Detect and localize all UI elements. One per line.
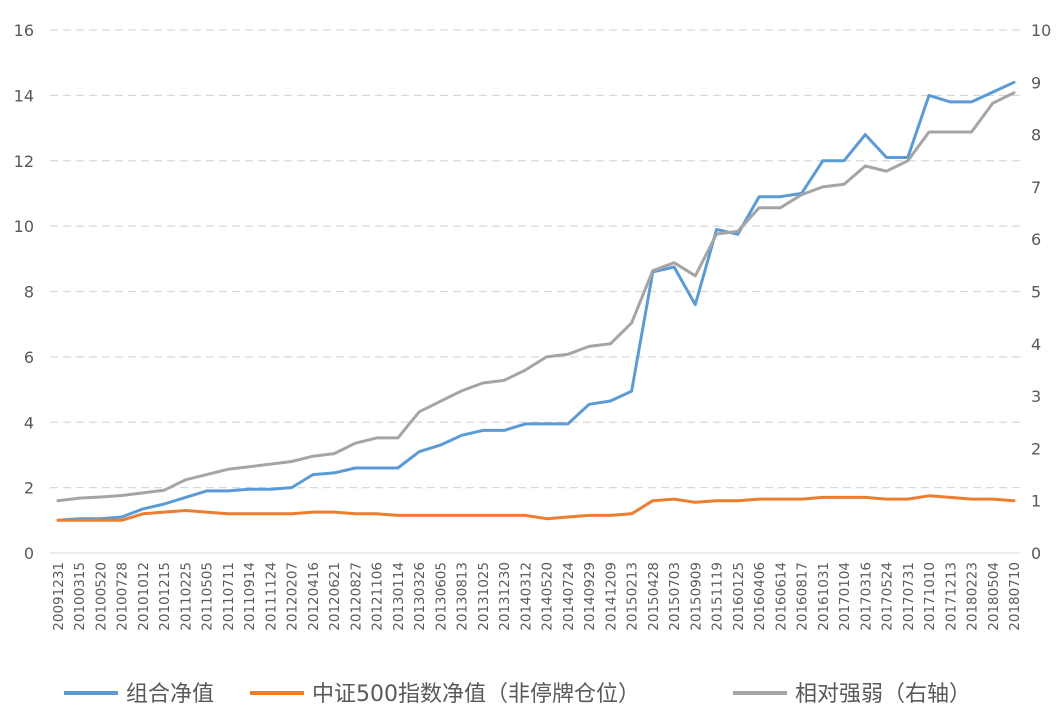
y-tick-right: 1 bbox=[1031, 492, 1041, 511]
x-tick-label: 20120621 bbox=[327, 562, 343, 631]
y-tick-right: 10 bbox=[1031, 21, 1051, 40]
x-tick-label: 20130326 bbox=[412, 562, 428, 631]
x-tick-label: 20110505 bbox=[200, 562, 216, 631]
y-tick-right: 5 bbox=[1031, 283, 1041, 302]
y-tick-right: 3 bbox=[1031, 387, 1041, 406]
y-tick-right: 8 bbox=[1031, 126, 1041, 145]
x-tick-label: 20161031 bbox=[816, 562, 832, 631]
y-tick-left: 2 bbox=[24, 479, 34, 498]
x-tick-label: 20150703 bbox=[667, 562, 683, 631]
x-tick-label: 20180710 bbox=[1007, 562, 1023, 631]
x-tick-label: 20130605 bbox=[433, 562, 449, 631]
x-tick-label: 20100728 bbox=[115, 562, 131, 631]
x-tick-label: 20131230 bbox=[497, 562, 513, 631]
x-tick-label: 20130114 bbox=[391, 562, 407, 631]
x-tick-label: 20180223 bbox=[965, 562, 981, 631]
y-tick-left: 10 bbox=[14, 217, 34, 236]
y-tick-left: 16 bbox=[14, 21, 34, 40]
x-tick-label: 20170316 bbox=[858, 562, 874, 631]
x-tick-label: 20140724 bbox=[561, 562, 577, 631]
y-tick-left: 8 bbox=[24, 283, 34, 302]
y-tick-right: 9 bbox=[1031, 73, 1041, 92]
x-tick-label: 20111124 bbox=[263, 562, 279, 631]
x-tick-label: 20160125 bbox=[731, 562, 747, 631]
series-line-0 bbox=[56, 80, 1016, 522]
x-tick-label: 20120827 bbox=[348, 562, 364, 631]
y-tick-left: 0 bbox=[24, 544, 34, 563]
x-tick-label: 20120416 bbox=[306, 562, 322, 631]
x-tick-label: 20121106 bbox=[370, 562, 386, 631]
y-tick-left: 6 bbox=[24, 348, 34, 367]
x-tick-label: 20150213 bbox=[625, 562, 641, 631]
y-tick-left: 12 bbox=[14, 152, 34, 171]
y-tick-right: 2 bbox=[1031, 439, 1041, 458]
x-tick-label: 20131025 bbox=[476, 562, 492, 631]
x-tick-label: 20101012 bbox=[136, 562, 152, 631]
y-tick-right: 0 bbox=[1031, 544, 1041, 563]
x-tick-label: 20150428 bbox=[646, 562, 662, 631]
x-tick-label: 20171213 bbox=[943, 562, 959, 631]
x-tick-label: 20150909 bbox=[688, 562, 704, 631]
series-line-1 bbox=[56, 494, 1016, 522]
x-tick-label: 20160614 bbox=[773, 562, 789, 631]
x-tick-label: 20100315 bbox=[72, 562, 88, 631]
x-tick-label: 20140312 bbox=[518, 562, 534, 631]
y-tick-left: 4 bbox=[24, 413, 34, 432]
x-tick-label: 20091231 bbox=[51, 562, 67, 631]
gridlines bbox=[50, 29, 1020, 489]
y-axis-left: 0 2 4 6 8 10 12 14 16 bbox=[14, 21, 34, 563]
x-tick-label: 20110225 bbox=[178, 562, 194, 631]
x-tick-label: 20151119 bbox=[710, 562, 726, 631]
y-tick-left: 14 bbox=[14, 86, 34, 105]
legend-label-1: 中证500指数净值（非停牌仓位） bbox=[312, 682, 640, 707]
x-tick-label: 20170104 bbox=[837, 562, 853, 631]
x-tick-label: 20171010 bbox=[922, 562, 938, 631]
plot-area bbox=[56, 80, 1016, 522]
legend-label-2: 相对强弱（右轴） bbox=[795, 682, 971, 707]
x-tick-label: 20101215 bbox=[157, 562, 173, 631]
x-tick-label: 20170731 bbox=[901, 562, 917, 631]
x-axis: 20091231 20100315 20100520 20100728 20101012… bbox=[51, 562, 1023, 631]
x-tick-label: 20130813 bbox=[455, 562, 471, 631]
y-axis-right: 0 1 2 3 4 5 6 7 8 9 10 bbox=[1031, 21, 1051, 563]
x-tick-label: 20141209 bbox=[603, 562, 619, 631]
y-tick-right: 6 bbox=[1031, 230, 1041, 249]
x-tick-label: 20110914 bbox=[242, 562, 258, 631]
x-tick-label: 20180504 bbox=[986, 562, 1002, 631]
x-tick-label: 20160817 bbox=[795, 562, 811, 631]
x-tick-label: 20140520 bbox=[540, 562, 556, 631]
y-tick-right: 4 bbox=[1031, 335, 1041, 354]
x-tick-label: 20100520 bbox=[93, 562, 109, 631]
y-tick-right: 7 bbox=[1031, 178, 1041, 197]
legend-label-0: 组合净值 bbox=[126, 682, 214, 707]
x-tick-label: 20140929 bbox=[582, 562, 598, 631]
x-tick-label: 20120207 bbox=[285, 562, 301, 631]
series-line-2 bbox=[56, 91, 1016, 503]
x-tick-label: 20110711 bbox=[221, 562, 237, 631]
legend: 组合净值 中证500指数净值（非停牌仓位） 相对强弱（右轴） bbox=[64, 682, 971, 707]
x-tick-label: 20160406 bbox=[752, 562, 768, 631]
x-tick-label: 20170524 bbox=[880, 562, 896, 631]
